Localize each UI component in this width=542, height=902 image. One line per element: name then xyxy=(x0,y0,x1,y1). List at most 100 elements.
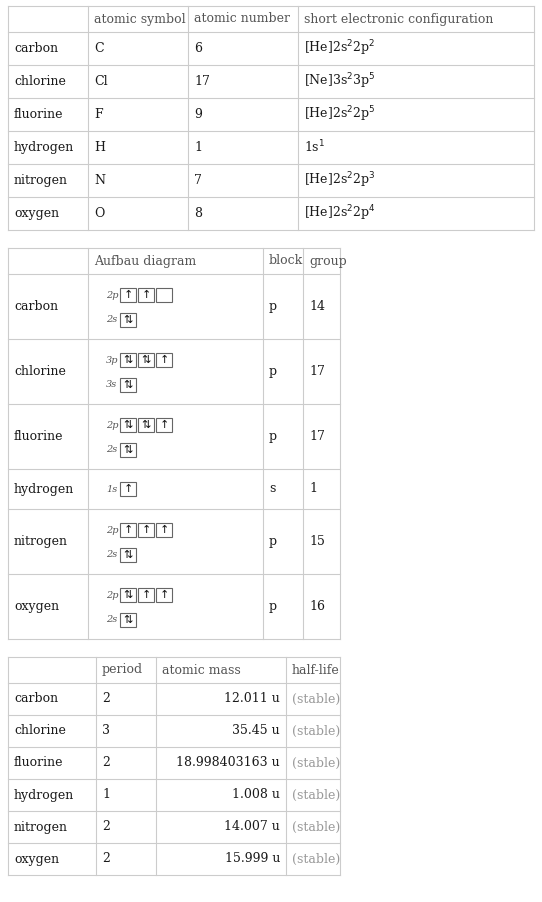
Text: ⇅: ⇅ xyxy=(124,549,133,559)
Bar xyxy=(138,419,154,432)
Text: [He]2s$^2$2p$^3$: [He]2s$^2$2p$^3$ xyxy=(304,170,376,190)
Text: 3s: 3s xyxy=(106,380,117,389)
Text: ↑: ↑ xyxy=(124,526,133,536)
Text: Cl: Cl xyxy=(94,75,108,88)
Bar xyxy=(156,289,172,302)
Text: chlorine: chlorine xyxy=(14,724,66,738)
Text: carbon: carbon xyxy=(14,693,58,705)
Text: 9: 9 xyxy=(194,108,202,121)
Text: fluorine: fluorine xyxy=(14,430,63,443)
Text: s: s xyxy=(269,483,275,495)
Text: (stable): (stable) xyxy=(292,693,340,705)
Text: 2p: 2p xyxy=(106,591,119,600)
Text: ⇅: ⇅ xyxy=(141,355,151,365)
Text: 1.008 u: 1.008 u xyxy=(232,788,280,802)
Text: 2s: 2s xyxy=(106,445,117,454)
Bar xyxy=(120,588,136,603)
Bar xyxy=(138,588,154,603)
Text: hydrogen: hydrogen xyxy=(14,788,74,802)
Text: 2p: 2p xyxy=(106,526,119,535)
Text: (stable): (stable) xyxy=(292,724,340,738)
Bar xyxy=(138,289,154,302)
Text: 35.45 u: 35.45 u xyxy=(233,724,280,738)
Text: 17: 17 xyxy=(309,430,325,443)
Text: ↑: ↑ xyxy=(141,526,151,536)
Text: 16: 16 xyxy=(309,600,325,613)
Text: p: p xyxy=(269,430,277,443)
Text: ⇅: ⇅ xyxy=(141,420,151,430)
Text: nitrogen: nitrogen xyxy=(14,821,68,833)
Text: 1s$^1$: 1s$^1$ xyxy=(304,139,325,156)
Text: atomic number: atomic number xyxy=(194,13,290,25)
Bar xyxy=(138,354,154,367)
Text: 17: 17 xyxy=(309,365,325,378)
Text: atomic mass: atomic mass xyxy=(162,664,241,676)
Text: ⇅: ⇅ xyxy=(124,420,133,430)
Text: oxygen: oxygen xyxy=(14,207,59,220)
Text: p: p xyxy=(269,600,277,613)
Text: ↑: ↑ xyxy=(159,420,169,430)
Text: N: N xyxy=(94,174,105,187)
Text: short electronic configuration: short electronic configuration xyxy=(304,13,493,25)
Text: 2: 2 xyxy=(102,757,110,769)
Text: 2: 2 xyxy=(102,693,110,705)
Text: 2s: 2s xyxy=(106,315,117,324)
Text: 3p: 3p xyxy=(106,356,119,365)
Bar xyxy=(120,523,136,538)
Text: 2p: 2p xyxy=(106,291,119,300)
Text: 1: 1 xyxy=(309,483,317,495)
Text: p: p xyxy=(269,365,277,378)
Text: ↑: ↑ xyxy=(124,290,133,300)
Bar xyxy=(156,588,172,603)
Text: Aufbau diagram: Aufbau diagram xyxy=(94,254,196,268)
Text: oxygen: oxygen xyxy=(14,600,59,613)
Text: hydrogen: hydrogen xyxy=(14,141,74,154)
Bar xyxy=(156,354,172,367)
Text: ⇅: ⇅ xyxy=(124,355,133,365)
Text: 1: 1 xyxy=(194,141,202,154)
Bar xyxy=(138,523,154,538)
Text: carbon: carbon xyxy=(14,300,58,313)
Bar xyxy=(120,354,136,367)
Text: 3: 3 xyxy=(102,724,110,738)
Text: fluorine: fluorine xyxy=(14,108,63,121)
Text: 2s: 2s xyxy=(106,615,117,624)
Bar xyxy=(120,289,136,302)
Text: 14.007 u: 14.007 u xyxy=(224,821,280,833)
Text: [He]2s$^2$2p$^4$: [He]2s$^2$2p$^4$ xyxy=(304,204,376,224)
Bar xyxy=(120,548,136,562)
Text: fluorine: fluorine xyxy=(14,757,63,769)
Text: group: group xyxy=(309,254,347,268)
Text: ↑: ↑ xyxy=(124,484,133,494)
Text: 14: 14 xyxy=(309,300,325,313)
Text: 15: 15 xyxy=(309,535,325,548)
Text: [He]2s$^2$2p$^5$: [He]2s$^2$2p$^5$ xyxy=(304,105,376,124)
Text: (stable): (stable) xyxy=(292,821,340,833)
Bar xyxy=(120,482,136,496)
Text: chlorine: chlorine xyxy=(14,365,66,378)
Text: carbon: carbon xyxy=(14,42,58,55)
Text: block: block xyxy=(269,254,304,268)
Text: ↑: ↑ xyxy=(141,290,151,300)
Text: atomic symbol: atomic symbol xyxy=(94,13,185,25)
Bar xyxy=(156,419,172,432)
Text: 7: 7 xyxy=(194,174,202,187)
Text: ⇅: ⇅ xyxy=(124,445,133,455)
Bar xyxy=(120,312,136,327)
Text: ↑: ↑ xyxy=(159,355,169,365)
Text: half-life: half-life xyxy=(292,664,340,676)
Text: 2s: 2s xyxy=(106,550,117,559)
Text: C: C xyxy=(94,42,104,55)
Text: ⇅: ⇅ xyxy=(124,315,133,325)
Text: 8: 8 xyxy=(194,207,202,220)
Text: ↑: ↑ xyxy=(159,526,169,536)
Text: (stable): (stable) xyxy=(292,757,340,769)
Text: ⇅: ⇅ xyxy=(124,380,133,390)
Text: nitrogen: nitrogen xyxy=(14,174,68,187)
Text: ⇅: ⇅ xyxy=(124,591,133,601)
Text: 2: 2 xyxy=(102,852,110,866)
Text: hydrogen: hydrogen xyxy=(14,483,74,495)
Text: ↑: ↑ xyxy=(141,591,151,601)
Text: O: O xyxy=(94,207,105,220)
Text: oxygen: oxygen xyxy=(14,852,59,866)
